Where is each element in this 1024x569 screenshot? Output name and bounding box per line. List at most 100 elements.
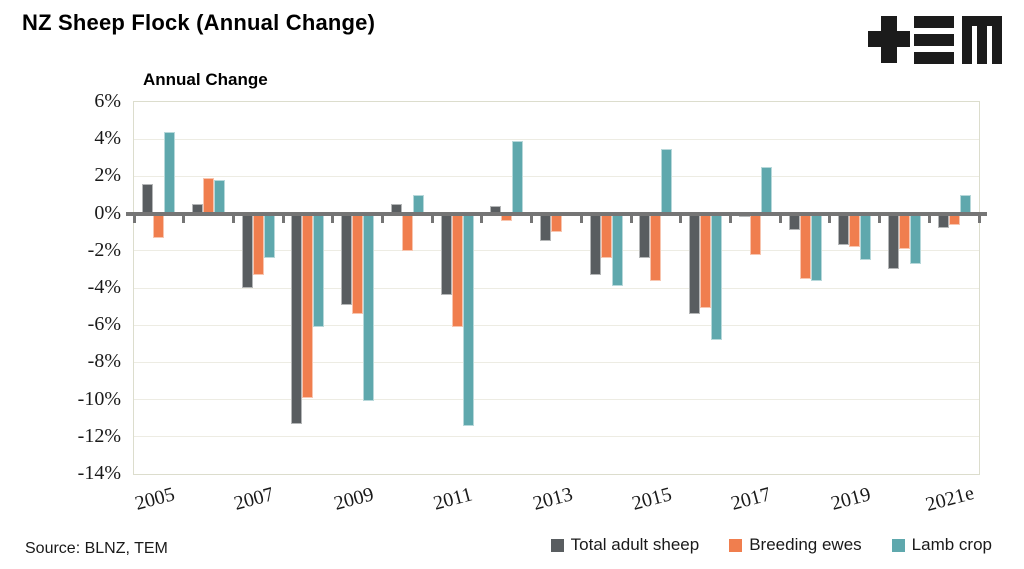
x-tick-label: 2007 xyxy=(231,483,277,515)
bar-breeding-ewes-2007 xyxy=(252,213,264,275)
legend-item-lamb-crop: Lamb crop xyxy=(891,535,992,555)
bar-total-adult-sheep-2016 xyxy=(689,213,701,315)
x-tick-label: 2009 xyxy=(331,483,376,515)
gridline xyxy=(134,287,979,289)
y-axis: 6% 4% 2% 0% -2% -4% -6% -8% -10% -12% -14% xyxy=(0,90,121,484)
x-tick-label: 2013 xyxy=(530,483,575,515)
bar-breeding-ewes-2011 xyxy=(451,213,463,328)
bar-lamb-crop-2012 xyxy=(512,141,524,214)
legend-swatch xyxy=(550,538,564,552)
y-tick-label: 0% xyxy=(94,201,121,224)
bar-total-adult-sheep-2020 xyxy=(887,213,899,270)
y-tick-label: -10% xyxy=(77,387,121,410)
bar-lamb-crop-2011 xyxy=(462,213,474,426)
gridline xyxy=(134,250,979,252)
gridline xyxy=(134,361,979,363)
x-axis-tick xyxy=(430,215,434,223)
x-axis-tick xyxy=(778,215,782,223)
x-axis: 2005 2007 2009 2011 2013 2015 2017 2019 2021e xyxy=(133,474,978,529)
bar-breeding-ewes-2005 xyxy=(153,213,165,238)
bar-breeding-ewes-2006 xyxy=(203,178,215,214)
legend: Total adult sheep Breeding ewes Lamb crop xyxy=(550,535,992,555)
zero-axis-line xyxy=(126,211,987,216)
y-tick-label: 2% xyxy=(94,164,121,187)
bar-lamb-crop-2014 xyxy=(611,213,623,287)
bar-total-adult-sheep-2021e xyxy=(937,213,949,229)
gridline xyxy=(134,138,979,140)
x-axis-tick xyxy=(231,215,235,223)
x-axis-tick xyxy=(629,215,633,223)
bar-total-adult-sheep-2019 xyxy=(838,213,850,246)
x-axis-tick xyxy=(182,215,186,223)
y-tick-label: -2% xyxy=(87,238,121,261)
x-tick-label: 2015 xyxy=(629,483,674,515)
bar-breeding-ewes-2009 xyxy=(352,213,364,315)
bar-lamb-crop-2020 xyxy=(909,213,921,264)
legend-swatch xyxy=(891,538,905,552)
y-tick-label: -14% xyxy=(77,462,121,484)
bar-total-adult-sheep-2018 xyxy=(788,213,800,231)
gridline xyxy=(134,324,979,326)
x-axis-tick xyxy=(679,215,683,223)
bar-lamb-crop-2008 xyxy=(313,213,325,328)
bar-breeding-ewes-2017 xyxy=(749,213,761,255)
bar-breeding-ewes-2020 xyxy=(898,213,910,249)
gridline xyxy=(134,175,979,177)
x-axis-tick xyxy=(331,215,335,223)
bar-breeding-ewes-2008 xyxy=(302,213,314,398)
x-axis-tick xyxy=(878,215,882,223)
x-axis-tick xyxy=(927,215,931,223)
y-tick-label: -6% xyxy=(87,313,121,336)
x-axis-tick xyxy=(132,215,136,223)
x-tick-label: 2005 xyxy=(132,483,177,515)
plot-area xyxy=(126,101,987,475)
bar-lamb-crop-2009 xyxy=(363,213,375,402)
triple-bar-glyph xyxy=(914,16,954,64)
legend-swatch xyxy=(729,538,743,552)
x-tick-label: 2021e xyxy=(923,482,977,516)
y-tick-label: 6% xyxy=(94,90,121,112)
bar-lamb-crop-2016 xyxy=(711,213,723,341)
bar-total-adult-sheep-2013 xyxy=(540,213,551,242)
x-axis-tick xyxy=(728,215,732,223)
y-tick-label: -12% xyxy=(77,424,121,447)
chart-title: Annual Change xyxy=(143,70,268,89)
bar-lamb-crop-2015 xyxy=(661,148,673,214)
m-glyph xyxy=(962,16,1002,64)
bar-lamb-crop-2007 xyxy=(263,213,275,259)
bar-breeding-ewes-2018 xyxy=(799,213,811,279)
x-axis-tick xyxy=(579,215,583,223)
bar-total-adult-sheep-2009 xyxy=(341,213,353,305)
bar-total-adult-sheep-2008 xyxy=(291,213,303,424)
legend-item-total-adult-sheep: Total adult sheep xyxy=(550,535,700,555)
legend-item-breeding-ewes: Breeding ewes xyxy=(729,535,862,555)
bar-breeding-ewes-2016 xyxy=(700,213,712,309)
bar-lamb-crop-2017 xyxy=(760,167,772,214)
x-tick-label: 2019 xyxy=(828,483,873,515)
bar-total-adult-sheep-2007 xyxy=(241,213,253,288)
gridline xyxy=(134,436,979,438)
x-axis-tick xyxy=(530,215,534,223)
x-axis-tick xyxy=(977,215,981,223)
bar-breeding-ewes-2015 xyxy=(650,213,662,281)
x-tick-label: 2011 xyxy=(431,483,475,515)
y-tick-label: -8% xyxy=(87,350,121,373)
x-axis-tick xyxy=(281,215,285,223)
page-title: NZ Sheep Flock (Annual Change) xyxy=(22,10,376,35)
bar-breeding-ewes-2019 xyxy=(849,213,861,248)
x-axis-tick xyxy=(828,215,832,223)
bar-lamb-crop-2006 xyxy=(214,180,226,214)
x-axis-tick xyxy=(381,215,385,223)
plus-glyph xyxy=(868,16,910,63)
gridline xyxy=(134,399,979,401)
bar-lamb-crop-2005 xyxy=(164,131,176,214)
source-note: Source: BLNZ, TEM xyxy=(25,540,168,557)
bar-total-adult-sheep-2005 xyxy=(142,183,154,214)
bar-lamb-crop-2018 xyxy=(810,213,822,281)
bar-total-adult-sheep-2011 xyxy=(440,213,452,296)
x-axis-tick xyxy=(480,215,484,223)
bar-total-adult-sheep-2015 xyxy=(639,213,651,259)
bar-lamb-crop-2019 xyxy=(860,213,872,261)
bar-breeding-ewes-2010 xyxy=(401,213,413,251)
legend-label: Total adult sheep xyxy=(570,535,700,554)
